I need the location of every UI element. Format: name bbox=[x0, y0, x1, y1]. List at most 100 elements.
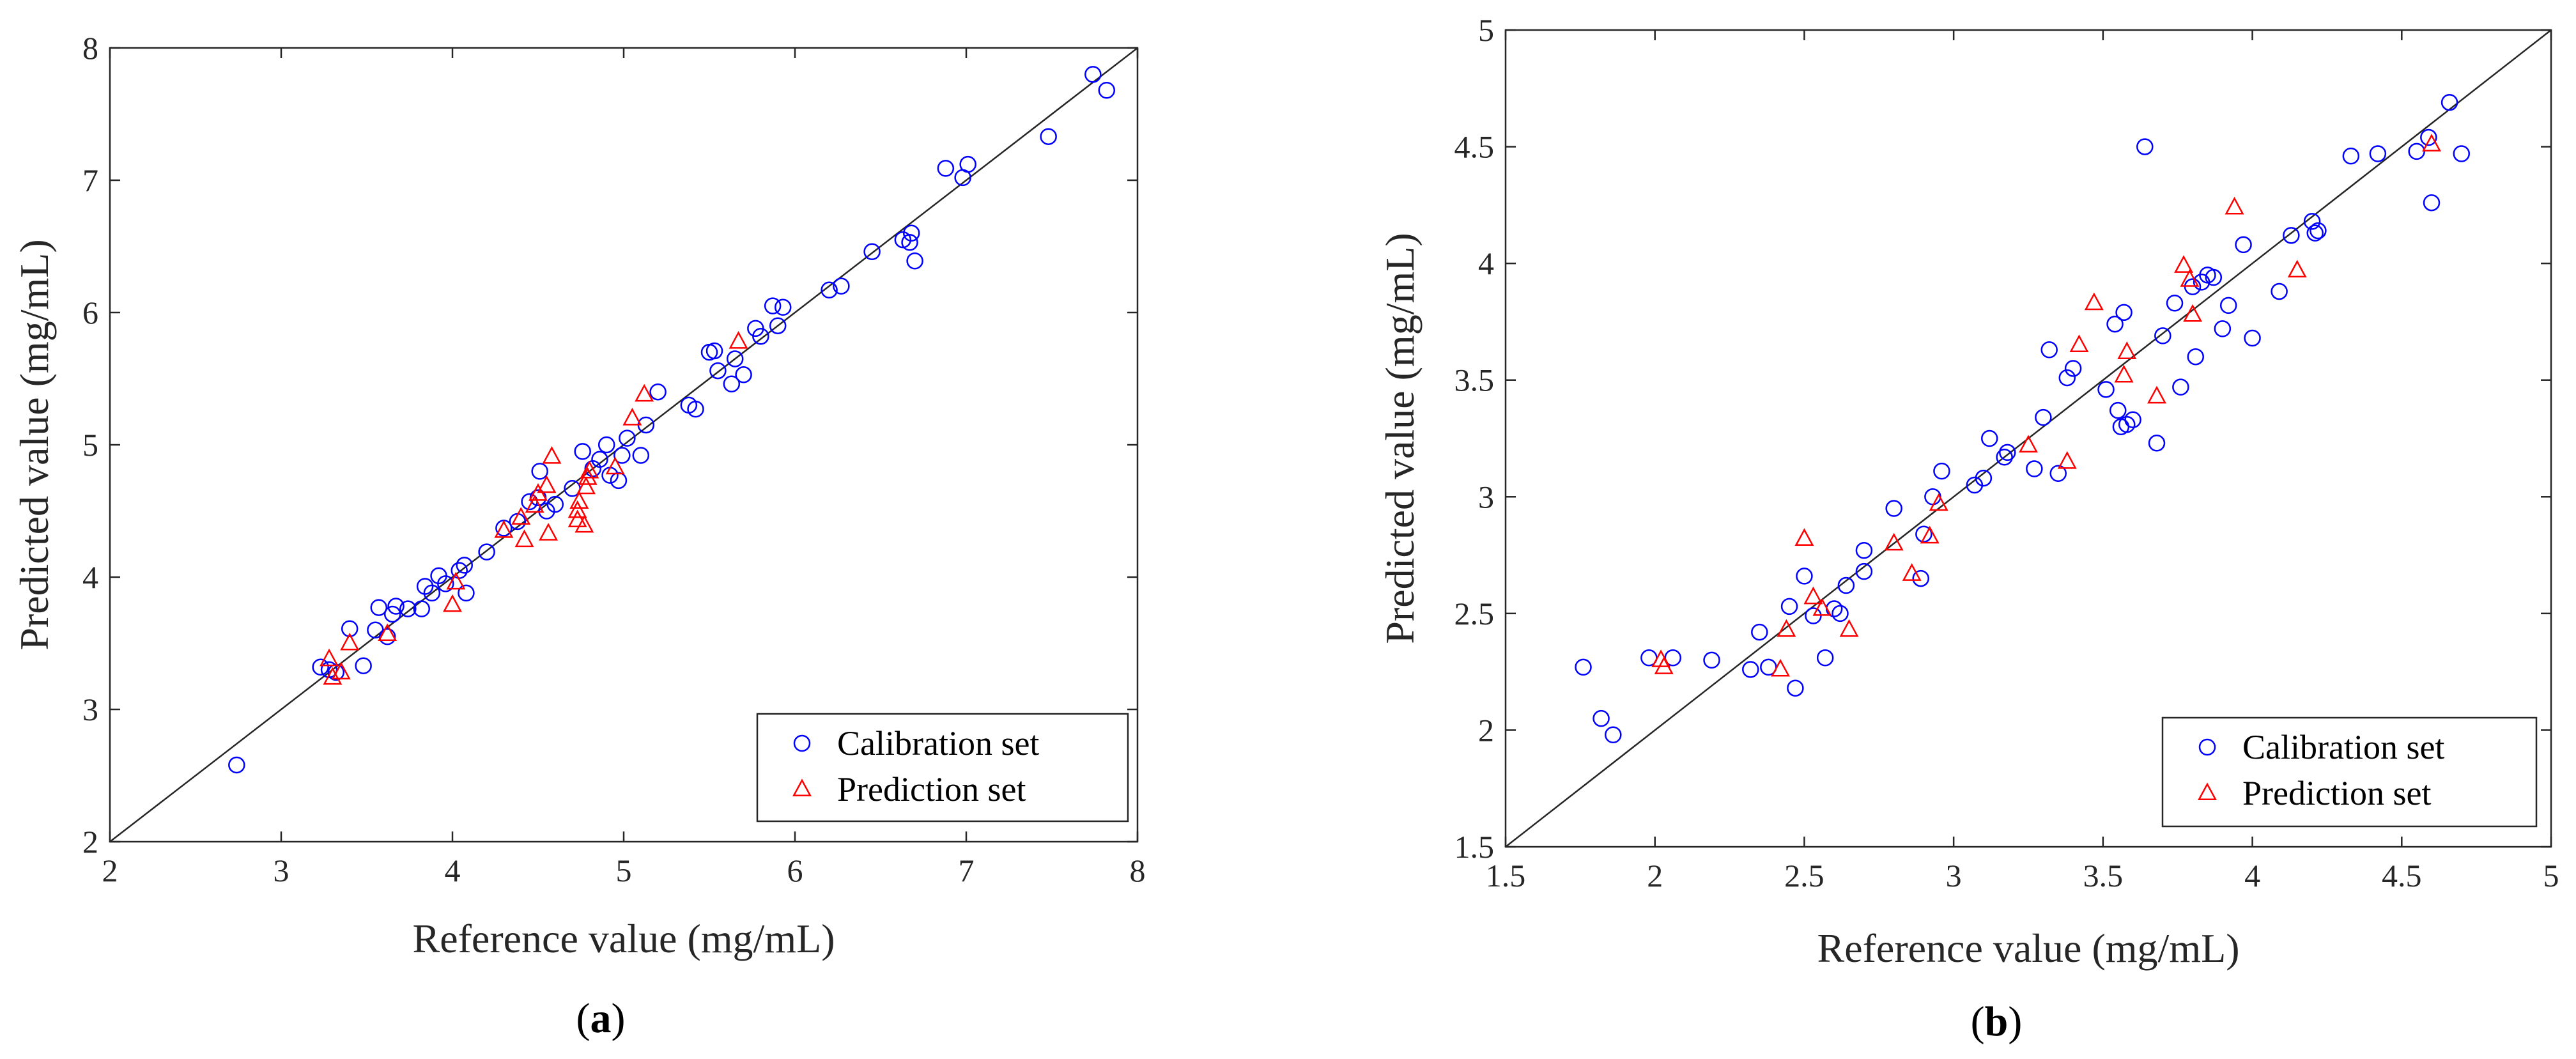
calibration-point bbox=[320, 661, 338, 679]
legend-entry: Calibration set bbox=[2242, 728, 2444, 766]
calibration-point bbox=[2109, 401, 2127, 419]
x-tick-label: 3.5 bbox=[2083, 858, 2124, 893]
calibration-point bbox=[591, 451, 608, 468]
legend-box bbox=[2161, 716, 2538, 828]
calibration-point bbox=[2342, 147, 2360, 165]
prediction-point bbox=[1839, 619, 1859, 637]
calibration-point bbox=[1912, 569, 1929, 587]
prediction-point bbox=[2180, 269, 2200, 287]
prediction-point bbox=[575, 514, 594, 533]
prediction-point bbox=[635, 383, 654, 402]
calibration-point bbox=[2303, 213, 2321, 230]
calibration-point bbox=[1084, 66, 1102, 83]
y-axis-label: Predicted value (mg/mL) bbox=[1377, 233, 1423, 644]
calibration-point bbox=[1605, 726, 1622, 743]
x-tick-label: 1.5 bbox=[1486, 858, 1526, 893]
calibration-point bbox=[735, 366, 752, 383]
calibration-point bbox=[619, 429, 636, 447]
y-tick-label: 6 bbox=[82, 295, 98, 330]
calibration-point bbox=[774, 298, 792, 316]
y-tick-label: 5 bbox=[1478, 12, 1494, 48]
x-tick-label: 2 bbox=[1647, 858, 1663, 893]
prediction-point bbox=[494, 520, 514, 538]
y-tick-label: 2 bbox=[1478, 712, 1494, 748]
prediction-point bbox=[2019, 435, 2038, 453]
calibration-point bbox=[1832, 605, 1849, 622]
calibration-point bbox=[1751, 623, 1768, 641]
prediction-point bbox=[605, 456, 625, 475]
calibration-point bbox=[2124, 411, 2141, 429]
calibration-point bbox=[387, 598, 405, 615]
calibration-point bbox=[2453, 145, 2471, 162]
x-tick-label: 4 bbox=[2244, 858, 2260, 893]
prediction-point bbox=[511, 507, 531, 525]
prediction-point bbox=[578, 467, 598, 485]
prediction-point bbox=[378, 623, 397, 642]
calibration-point bbox=[902, 224, 920, 242]
calibration-point bbox=[2244, 329, 2261, 347]
calibration-point bbox=[399, 600, 417, 617]
calibration-point bbox=[1975, 469, 1993, 487]
prediction-point bbox=[1920, 525, 1940, 544]
legend-circle-marker bbox=[2198, 738, 2216, 756]
panel-letter: b bbox=[1985, 998, 2009, 1045]
prediction-point bbox=[2183, 304, 2203, 322]
calibration-point bbox=[2423, 194, 2441, 212]
calibration-point bbox=[1855, 562, 1873, 580]
calibration-point bbox=[2097, 381, 2115, 398]
legend-triangle-marker bbox=[792, 778, 812, 797]
prediction-point bbox=[1884, 532, 1904, 551]
calibration-point bbox=[649, 383, 667, 401]
calibration-point bbox=[1885, 500, 1902, 517]
calibration-point bbox=[370, 599, 388, 616]
calibration-point bbox=[2310, 222, 2327, 240]
calibration-point bbox=[423, 584, 441, 602]
calibration-point bbox=[2219, 297, 2237, 314]
calibration-point bbox=[2214, 320, 2232, 337]
x-tick-label: 6 bbox=[787, 853, 803, 888]
plot-area bbox=[1504, 29, 2552, 848]
prediction-point bbox=[1794, 528, 1814, 546]
y-axis-label: Predicted value (mg/mL) bbox=[12, 239, 57, 650]
calibration-point bbox=[2306, 224, 2324, 242]
calibration-point bbox=[598, 436, 615, 454]
prediction-point bbox=[2084, 292, 2104, 311]
x-tick-label: 7 bbox=[959, 853, 975, 888]
calibration-point bbox=[538, 502, 555, 520]
calibration-point bbox=[437, 575, 454, 592]
calibration-point bbox=[2441, 93, 2458, 111]
calibration-point bbox=[764, 297, 782, 314]
calibration-point bbox=[1098, 81, 1116, 99]
x-axis-label: Reference value (mg/mL) bbox=[413, 916, 835, 961]
prediction-point bbox=[1803, 586, 1823, 605]
prediction-point bbox=[2147, 385, 2166, 404]
calibration-point bbox=[228, 756, 245, 774]
calibration-point bbox=[531, 463, 548, 480]
prediction-point bbox=[323, 667, 343, 685]
calibration-point bbox=[2026, 460, 2043, 477]
prediction-point bbox=[1777, 619, 1796, 637]
calibration-point bbox=[2040, 341, 2058, 359]
legend-entry: Prediction set bbox=[837, 770, 1026, 808]
x-tick-label: 3 bbox=[274, 853, 289, 888]
y-tick-label: 8 bbox=[82, 30, 98, 66]
prediction-point bbox=[2057, 451, 2077, 469]
calibration-point bbox=[378, 628, 396, 645]
calibration-point bbox=[2136, 138, 2154, 155]
prediction-point bbox=[446, 571, 466, 590]
calibration-point bbox=[312, 658, 329, 676]
calibration-point bbox=[1575, 658, 1592, 676]
calibration-point bbox=[341, 620, 359, 637]
calibration-point bbox=[2064, 360, 2082, 377]
calibration-point bbox=[1742, 661, 1759, 678]
calibration-point bbox=[1855, 542, 1873, 559]
calibration-point bbox=[458, 584, 475, 602]
calibration-point bbox=[478, 543, 495, 560]
x-axis-label: Reference value (mg/mL) bbox=[1817, 925, 2240, 971]
calibration-point bbox=[1933, 462, 1950, 480]
calibration-point bbox=[2118, 415, 2136, 433]
calibration-point bbox=[901, 234, 918, 251]
prediction-point bbox=[1812, 598, 1832, 616]
x-tick-label: 4.5 bbox=[2382, 858, 2422, 893]
prediction-point bbox=[1929, 493, 1948, 511]
